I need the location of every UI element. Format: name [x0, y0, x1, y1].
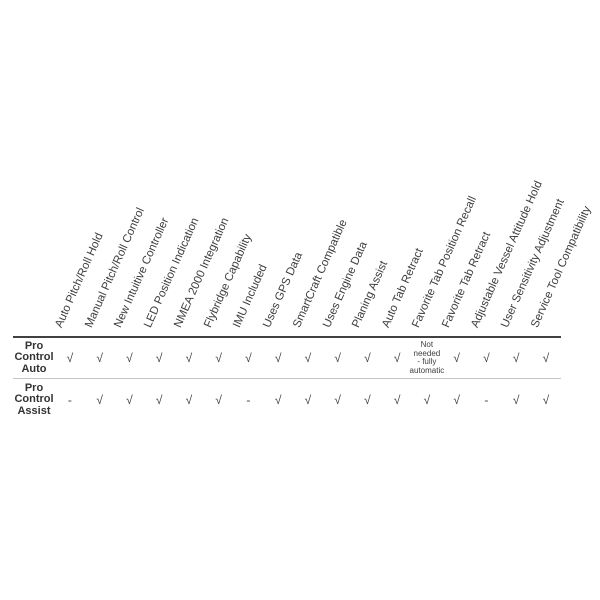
cell-check: √: [96, 351, 103, 365]
cell-check: √: [393, 351, 401, 365]
cell-check: √: [512, 351, 520, 365]
table-row: Pro Control Assist - √ √ √ √ √ - √ √ √ √ √ √ √ - √ √: [13, 381, 561, 419]
cell-check: √: [185, 393, 193, 407]
cell-check: √: [423, 393, 431, 407]
cell-check: √: [364, 351, 371, 365]
cell-dash: -: [67, 393, 72, 407]
row-label: Pro Control Auto: [14, 339, 54, 375]
cell-check: √: [542, 393, 550, 407]
cell-check: √: [512, 393, 520, 407]
cell-check: √: [364, 393, 371, 407]
row-label: Pro Control Assist: [14, 381, 54, 417]
cell-dash: -: [246, 393, 251, 407]
cell-note: Not needed - fully automatic: [409, 340, 445, 375]
cell-check: √: [274, 351, 282, 365]
cell-check: √: [453, 351, 460, 365]
table-row: Pro Control Auto √ √ √ √ √ √ √ √ √ √ √ √ Not needed -…: [13, 339, 561, 377]
cell-check: √: [96, 393, 103, 407]
cell-check: √: [542, 351, 550, 365]
cell-check: √: [215, 351, 222, 365]
cell-check: √: [304, 351, 312, 365]
cell-check: √: [393, 393, 401, 407]
cell-check: √: [334, 351, 341, 365]
cell-check: √: [155, 351, 163, 365]
cell-check: √: [334, 393, 341, 407]
cell-check: √: [126, 393, 133, 407]
cell-check: √: [66, 351, 74, 365]
header-rule: [13, 336, 561, 338]
cell-check: √: [215, 393, 222, 407]
cell-check: √: [155, 393, 163, 407]
cell-check: √: [245, 351, 252, 365]
cell-check: √: [453, 393, 460, 407]
cell-check: √: [483, 351, 490, 365]
cell-check: √: [185, 351, 193, 365]
cell-dash: -: [484, 393, 489, 407]
cell-check: √: [274, 393, 282, 407]
cell-check: √: [304, 393, 312, 407]
row-divider: [13, 378, 561, 379]
cell-check: √: [126, 351, 133, 365]
